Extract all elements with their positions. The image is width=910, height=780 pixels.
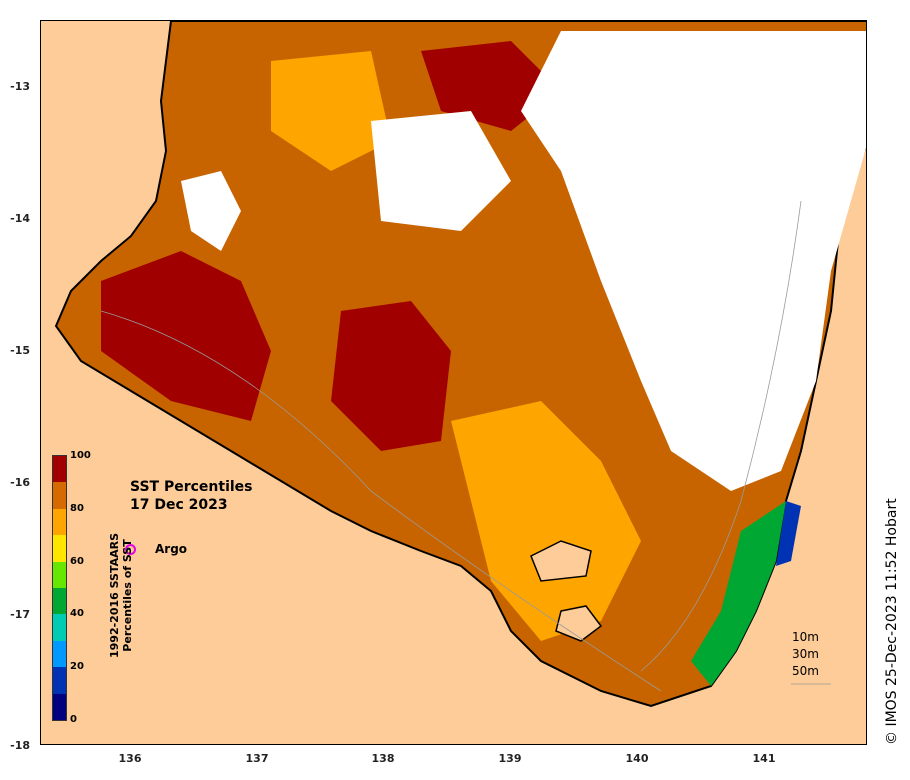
depth-label: 30m [792, 647, 819, 661]
colorbar-segment [53, 482, 66, 509]
map-panel [40, 20, 867, 745]
cold-coastal-band [776, 501, 801, 566]
depth-label: 10m [792, 630, 819, 644]
colorbar-segment [53, 640, 66, 668]
island [530, 540, 592, 582]
depth-contour-line [100, 310, 662, 692]
sst-map-canvas [41, 21, 866, 744]
x-tick-label: 136 [118, 752, 142, 765]
argo-marker-icon [125, 544, 136, 555]
depth-label: 50m [792, 664, 819, 678]
colorbar-segment [53, 456, 66, 483]
colorbar-segment [53, 508, 66, 536]
map-date: 17 Dec 2023 [130, 497, 228, 513]
colorbar-segment [53, 614, 66, 641]
colorbar-segment [53, 535, 66, 562]
colorbar [52, 455, 67, 721]
y-tick-label: -14 [10, 212, 30, 225]
depth-contour-line [640, 200, 802, 672]
y-tick-label: -16 [10, 476, 30, 489]
colorbar-title-line: 1992-2016 SSTAARS [108, 532, 121, 658]
colorbar-segment [53, 561, 66, 588]
x-tick-label: 140 [625, 752, 649, 765]
y-tick-label: -13 [10, 80, 30, 93]
missing-data-area [181, 171, 241, 251]
y-tick-label: -15 [10, 344, 30, 357]
x-tick-label: 138 [371, 752, 395, 765]
orange-patch [271, 51, 391, 171]
colorbar-segment [53, 693, 66, 720]
colorbar-label: 40 [70, 608, 84, 619]
colorbar-segment [53, 588, 66, 615]
y-tick-label: -18 [10, 739, 30, 752]
colorbar-label: 100 [70, 450, 91, 461]
argo-legend-label: Argo [155, 542, 188, 556]
map-title: SST Percentiles [130, 479, 253, 495]
x-tick-label: 137 [245, 752, 269, 765]
colorbar-label: 60 [70, 556, 84, 567]
colorbar-label: 20 [70, 661, 84, 672]
colorbar-title: 1992-2016 SSTAARS Percentiles of SST [108, 533, 134, 658]
warm-anomaly-patch [331, 301, 451, 451]
missing-data-area [371, 111, 511, 231]
warm-anomaly-patch [101, 251, 271, 421]
colorbar-title-line: Percentiles of SST [121, 539, 134, 652]
orange-patch [451, 401, 641, 641]
colorbar-segment [53, 667, 66, 694]
colorbar-label: 0 [70, 714, 77, 725]
y-tick-label: -17 [10, 608, 30, 621]
missing-data-area [521, 31, 866, 491]
x-tick-label: 139 [498, 752, 522, 765]
island [555, 605, 603, 642]
cool-coastal-band [691, 501, 786, 686]
x-tick-label: 141 [752, 752, 776, 765]
colorbar-label: 80 [70, 503, 84, 514]
credit-text: © IMOS 25-Dec-2023 11:52 Hobart [884, 498, 900, 745]
